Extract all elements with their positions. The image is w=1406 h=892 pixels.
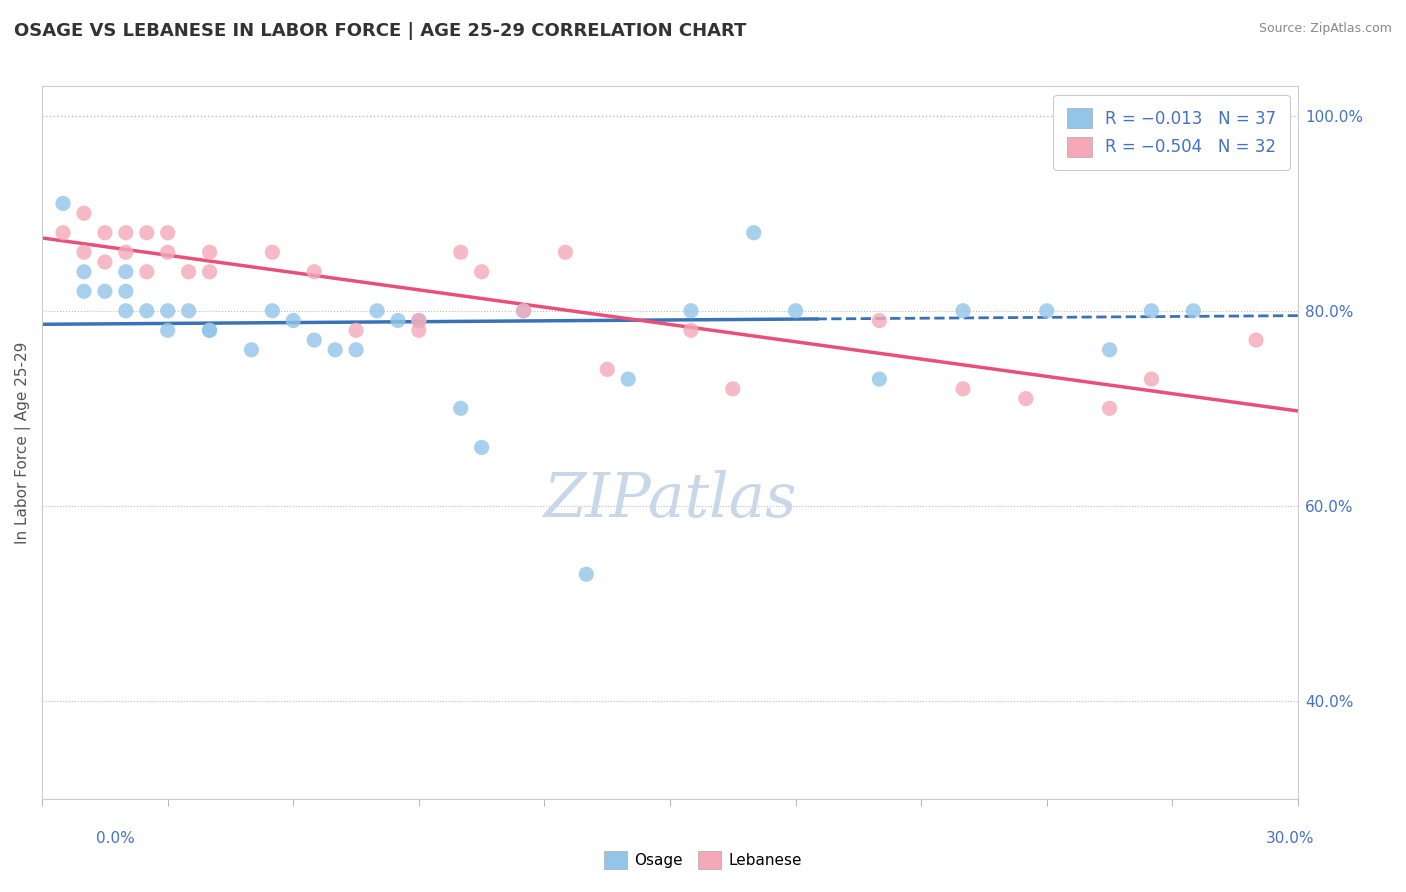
Point	[366, 303, 388, 318]
Point	[1140, 372, 1163, 386]
Point	[575, 567, 598, 582]
Point	[512, 303, 534, 318]
Point	[408, 323, 430, 337]
Point	[52, 226, 75, 240]
Point	[156, 245, 179, 260]
Point	[1015, 392, 1038, 406]
Point	[679, 303, 702, 318]
Point	[1098, 401, 1121, 416]
Text: ZIPatlas: ZIPatlas	[543, 469, 797, 530]
Point	[156, 323, 179, 337]
Point	[240, 343, 263, 357]
Point	[114, 226, 136, 240]
Point	[1244, 333, 1267, 347]
Point	[679, 323, 702, 337]
Point	[73, 245, 96, 260]
Point	[408, 313, 430, 327]
Point	[450, 245, 472, 260]
Point	[262, 245, 284, 260]
Legend: Osage, Lebanese: Osage, Lebanese	[598, 845, 808, 875]
Point	[471, 441, 494, 455]
Point	[114, 265, 136, 279]
Point	[785, 303, 807, 318]
Point	[1182, 303, 1205, 318]
Point	[408, 313, 430, 327]
Point	[177, 265, 200, 279]
Point	[450, 401, 472, 416]
Point	[1036, 303, 1059, 318]
Point	[114, 285, 136, 299]
Point	[198, 323, 221, 337]
Point	[73, 285, 96, 299]
Point	[1140, 303, 1163, 318]
Point	[302, 333, 325, 347]
Point	[512, 303, 534, 318]
Point	[94, 285, 117, 299]
Point	[617, 372, 640, 386]
Point	[471, 265, 494, 279]
Point	[742, 226, 765, 240]
Point	[387, 313, 409, 327]
Point	[554, 245, 576, 260]
Point	[114, 245, 136, 260]
Point	[156, 303, 179, 318]
Point	[198, 265, 221, 279]
Legend: R = −0.013   N = 37, R = −0.504   N = 32: R = −0.013 N = 37, R = −0.504 N = 32	[1053, 95, 1289, 170]
Point	[114, 303, 136, 318]
Point	[135, 303, 157, 318]
Point	[198, 323, 221, 337]
Point	[344, 323, 367, 337]
Point	[135, 265, 157, 279]
Point	[868, 313, 890, 327]
Point	[596, 362, 619, 376]
Point	[198, 245, 221, 260]
Point	[868, 372, 890, 386]
Text: 30.0%: 30.0%	[1267, 831, 1315, 846]
Point	[1098, 343, 1121, 357]
Point	[262, 303, 284, 318]
Point	[94, 255, 117, 269]
Point	[283, 313, 305, 327]
Point	[721, 382, 744, 396]
Point	[177, 303, 200, 318]
Text: OSAGE VS LEBANESE IN LABOR FORCE | AGE 25-29 CORRELATION CHART: OSAGE VS LEBANESE IN LABOR FORCE | AGE 2…	[14, 22, 747, 40]
Point	[323, 343, 346, 357]
Point	[156, 226, 179, 240]
Point	[73, 206, 96, 220]
Point	[952, 303, 974, 318]
Point	[73, 265, 96, 279]
Point	[94, 226, 117, 240]
Y-axis label: In Labor Force | Age 25-29: In Labor Force | Age 25-29	[15, 342, 31, 544]
Point	[952, 382, 974, 396]
Point	[135, 226, 157, 240]
Point	[1265, 109, 1288, 123]
Text: Source: ZipAtlas.com: Source: ZipAtlas.com	[1258, 22, 1392, 36]
Point	[302, 265, 325, 279]
Point	[52, 196, 75, 211]
Text: 0.0%: 0.0%	[96, 831, 135, 846]
Point	[344, 343, 367, 357]
